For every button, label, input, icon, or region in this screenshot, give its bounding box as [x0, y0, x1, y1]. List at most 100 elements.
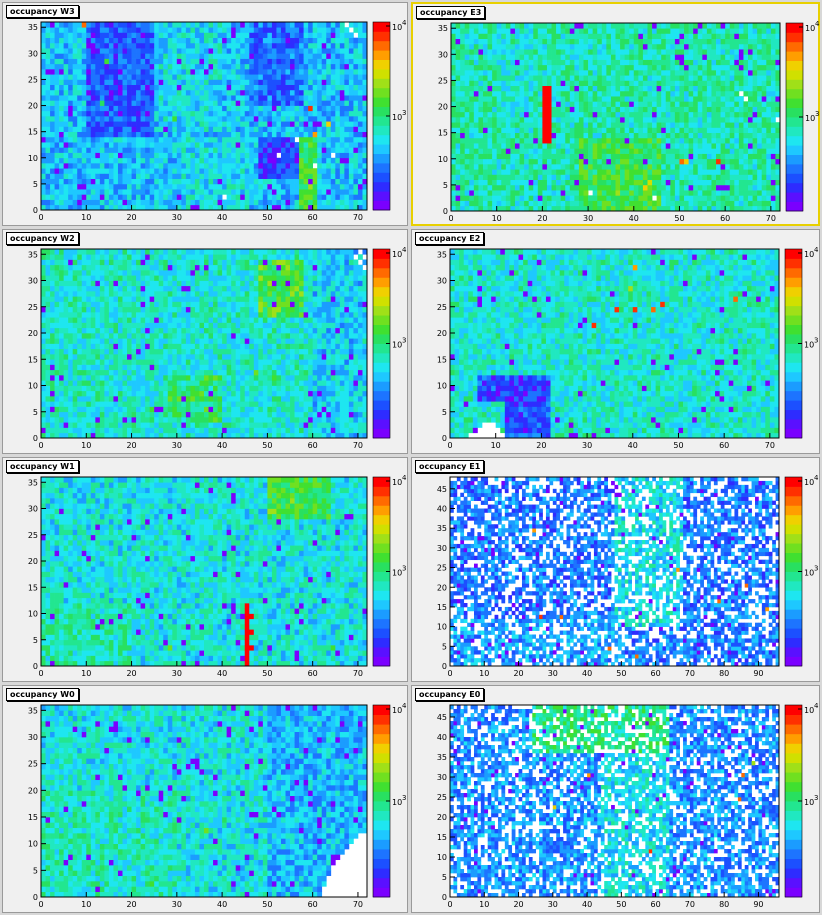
heatmap-cell: [556, 122, 562, 128]
heatmap-cell: [294, 131, 300, 138]
heatmap-cell: [267, 199, 273, 206]
heatmap-cell: [158, 194, 164, 200]
heatmap-cell: [262, 42, 268, 49]
heatmap-cell: [280, 69, 286, 75]
heatmap-cell: [633, 75, 639, 81]
heatmap-cell: [514, 80, 520, 87]
heatmap-cell: [50, 74, 55, 80]
heatmap-cell: [496, 164, 502, 170]
heatmap-cell: [460, 80, 466, 87]
heatmap-cell: [514, 153, 520, 160]
heatmap-cell: [353, 121, 359, 127]
heatmap-cell: [574, 205, 580, 212]
heatmap-cell: [208, 69, 214, 75]
heatmap-cell: [54, 42, 60, 49]
heatmap-cell: [638, 85, 644, 92]
heatmap-cell: [674, 28, 680, 34]
heatmap-cell: [86, 152, 92, 159]
heatmap-cell: [258, 173, 264, 180]
pad-e3[interactable]: occupancy E3 0 10 20 30 40 50 60 70 0 5 10 15 20 25 30…: [411, 2, 820, 226]
heatmap-cell: [154, 157, 160, 164]
heatmap-cell: [176, 22, 182, 28]
heatmap-cell: [684, 101, 689, 107]
heatmap-cell: [140, 48, 146, 54]
heatmap-cell: [624, 174, 630, 181]
heatmap-cell: [86, 27, 92, 33]
heatmap-cell: [588, 33, 593, 40]
heatmap-cell: [610, 75, 616, 81]
heatmap-cell: [574, 184, 580, 191]
heatmap-cell: [271, 58, 277, 65]
heatmap-cell: [469, 122, 475, 128]
heatmap-cell: [290, 178, 295, 185]
heatmap-cell: [496, 106, 502, 113]
heatmap-cell: [303, 157, 309, 164]
heatmap-cell: [451, 33, 456, 40]
heatmap-cell: [285, 27, 291, 33]
heatmap-cell: [620, 179, 625, 186]
heatmap-cell: [647, 153, 653, 160]
heatmap-cell: [574, 49, 580, 55]
heatmap-cell: [629, 85, 635, 92]
heatmap-cell: [95, 173, 101, 180]
heatmap-cell: [697, 174, 703, 181]
heatmap-cell: [317, 204, 323, 211]
heatmap-cell: [569, 38, 575, 45]
heatmap-cell: [90, 27, 96, 33]
heatmap-cell: [693, 117, 699, 123]
heatmap-cell: [551, 43, 557, 50]
heatmap-cell: [348, 183, 354, 190]
heatmap-cell: [583, 117, 589, 123]
heatmap-cell: [519, 179, 525, 186]
heatmap-cell: [684, 205, 689, 212]
heatmap-cell: [308, 84, 314, 91]
heatmap-cell: [249, 157, 255, 164]
heatmap-cell: [185, 157, 191, 164]
pad-w3[interactable]: occupancy W3 0 10 20 30 40 50 60 70 0 5 10 15 20 25 30…: [2, 2, 408, 226]
heatmap-cell: [743, 64, 749, 71]
heatmap-cell: [172, 126, 178, 133]
heatmap-cell: [235, 183, 241, 190]
heatmap-cell: [172, 79, 178, 86]
heatmap-cell: [510, 43, 516, 50]
heatmap-cell: [258, 105, 264, 112]
heatmap-cell: [606, 59, 612, 66]
heatmap-cell: [199, 69, 205, 75]
heatmap-cell: [647, 33, 653, 40]
heatmap-cell: [716, 33, 721, 40]
heatmap-cell: [656, 184, 662, 191]
heatmap-cell: [131, 163, 137, 169]
heatmap-cell: [172, 189, 178, 195]
heatmap-cell: [154, 168, 160, 174]
heatmap-cell: [524, 23, 530, 29]
heatmap-cell: [455, 43, 461, 50]
heatmap-cell: [624, 23, 630, 29]
heatmap-cell: [108, 48, 114, 54]
heatmap-cell: [330, 63, 336, 70]
heatmap-cell: [720, 28, 726, 34]
heatmap-cell: [249, 194, 255, 200]
heatmap-cell: [679, 200, 685, 207]
heatmap-cell: [244, 199, 250, 206]
heatmap-cell: [158, 178, 164, 185]
heatmap-cell: [240, 152, 246, 159]
heatmap-cell: [149, 121, 155, 127]
heatmap-cell: [77, 178, 83, 185]
heatmap-cell: [560, 174, 566, 181]
heatmap-cell: [496, 132, 502, 139]
heatmap-cell: [149, 199, 155, 206]
colorbar-band: [373, 69, 390, 79]
heatmap-cell: [303, 27, 309, 33]
heatmap-cell: [72, 189, 78, 195]
heatmap-cell: [294, 110, 300, 117]
heatmap-cell: [478, 28, 484, 34]
heatmap-cell: [231, 69, 237, 75]
heatmap-cell: [276, 32, 282, 39]
heatmap-cell: [560, 38, 566, 45]
heatmap-cell: [469, 38, 475, 45]
heatmap-cell: [50, 183, 55, 190]
heatmap-cell: [290, 22, 295, 28]
heatmap-cell: [249, 163, 255, 169]
